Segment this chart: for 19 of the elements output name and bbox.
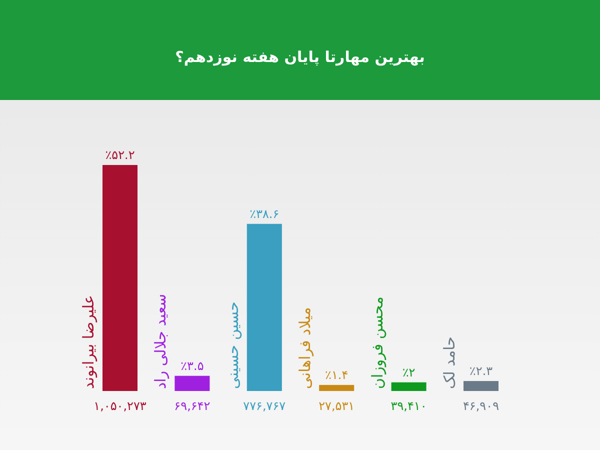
data-label: ٪۲.۳ (469, 364, 494, 378)
text: ۲۷,۵۳۱ (318, 399, 355, 413)
x-tick-label: میلاد فراهانی (296, 307, 314, 389)
text: ۷۷۶,۷۶۷ (243, 399, 286, 413)
x-tick-label: حسین حسینی (224, 301, 242, 389)
x-tick-label: محسن فروزان (368, 296, 386, 389)
data-label: ٪۱.۴ (325, 368, 348, 382)
data-label: ٪۲ (402, 365, 416, 380)
text: ۱,۰۵۰,۲۷۳ (94, 399, 147, 413)
x-tick-label: حامد لک (440, 336, 458, 389)
text: ۶۹,۶۴۲ (174, 399, 210, 413)
data-label: ٪۵۲.۲ (105, 148, 135, 162)
text: ۴۶,۹۰۹ (462, 399, 500, 413)
data-label: ٪۳۸.۶ (250, 206, 280, 221)
x-tick-label: علیرضا بیرانوند (80, 295, 98, 389)
text: ۳۹,۴۱۰ (390, 399, 427, 413)
title: بهترین مهارتا پایان هفته نوزدهم؟ (175, 48, 425, 66)
x-tick-label: سعید جلالی راد (152, 294, 170, 389)
data-label: ٪۳.۵ (180, 358, 204, 373)
